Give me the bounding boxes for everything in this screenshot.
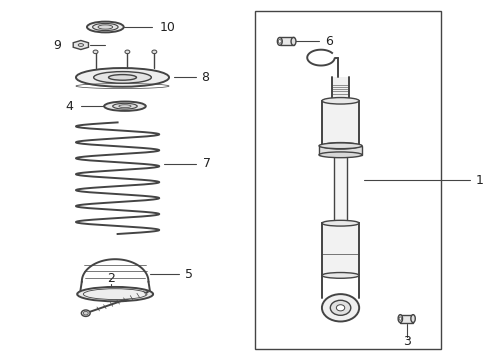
Ellipse shape bbox=[87, 22, 123, 32]
Ellipse shape bbox=[78, 44, 83, 46]
Ellipse shape bbox=[93, 23, 118, 31]
Text: 1: 1 bbox=[475, 174, 483, 186]
Bar bbox=[322, 101, 359, 146]
Text: 5: 5 bbox=[185, 268, 193, 281]
Ellipse shape bbox=[330, 300, 351, 315]
Ellipse shape bbox=[291, 37, 296, 45]
Ellipse shape bbox=[81, 310, 90, 316]
Ellipse shape bbox=[93, 50, 98, 54]
Text: 7: 7 bbox=[203, 157, 211, 170]
Bar bbox=[319, 146, 362, 155]
Ellipse shape bbox=[322, 294, 359, 321]
Text: 2: 2 bbox=[107, 273, 115, 285]
Ellipse shape bbox=[119, 105, 131, 108]
Ellipse shape bbox=[322, 98, 359, 104]
Ellipse shape bbox=[109, 75, 136, 80]
Ellipse shape bbox=[83, 289, 147, 300]
Bar bbox=[322, 223, 359, 275]
Text: 9: 9 bbox=[53, 39, 61, 51]
Text: 4: 4 bbox=[66, 100, 74, 113]
Ellipse shape bbox=[322, 143, 359, 149]
Text: 3: 3 bbox=[403, 335, 411, 348]
Polygon shape bbox=[73, 40, 89, 50]
Ellipse shape bbox=[319, 152, 362, 158]
Bar bbox=[334, 155, 347, 223]
Ellipse shape bbox=[399, 317, 402, 320]
Ellipse shape bbox=[77, 287, 153, 301]
Ellipse shape bbox=[411, 315, 416, 323]
Ellipse shape bbox=[98, 25, 113, 29]
Bar bbox=[332, 77, 349, 101]
Ellipse shape bbox=[322, 220, 359, 226]
Ellipse shape bbox=[398, 315, 402, 323]
Ellipse shape bbox=[104, 102, 146, 111]
Ellipse shape bbox=[94, 72, 151, 83]
Ellipse shape bbox=[319, 143, 362, 149]
Bar bbox=[280, 37, 294, 45]
Text: 8: 8 bbox=[201, 71, 209, 84]
Bar bbox=[255, 11, 441, 349]
Ellipse shape bbox=[113, 103, 137, 109]
Ellipse shape bbox=[76, 68, 169, 87]
Ellipse shape bbox=[278, 40, 281, 43]
Bar bbox=[400, 315, 413, 323]
Text: 10: 10 bbox=[159, 21, 175, 33]
Ellipse shape bbox=[277, 37, 282, 45]
Ellipse shape bbox=[125, 50, 130, 54]
Ellipse shape bbox=[336, 305, 345, 311]
Ellipse shape bbox=[322, 273, 359, 278]
Ellipse shape bbox=[152, 50, 157, 54]
Ellipse shape bbox=[83, 311, 88, 315]
Text: 6: 6 bbox=[325, 35, 333, 48]
